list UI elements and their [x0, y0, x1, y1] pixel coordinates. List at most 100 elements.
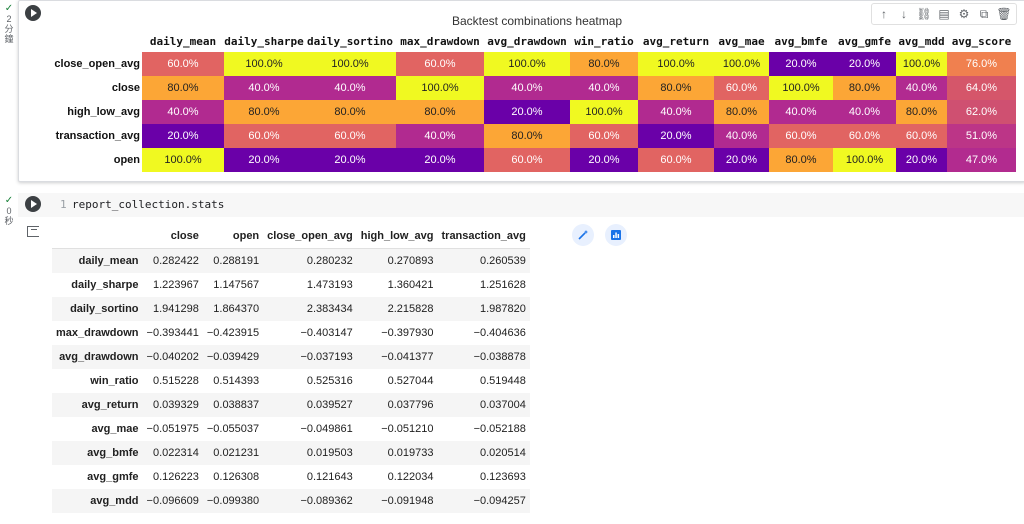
table-cell: 0.019503: [306, 447, 353, 459]
comment-icon[interactable]: ▤: [938, 7, 950, 21]
heatmap-cell: 100.0%: [714, 52, 769, 76]
heatmap-cell: 60.0%: [896, 124, 947, 148]
check-icon: ✓: [4, 3, 14, 14]
heatmap-cell: 80.0%: [570, 52, 638, 76]
table-row-label: avg_return: [81, 399, 139, 411]
table-cell: 0.019733: [387, 447, 434, 459]
heatmap-cell: 80.0%: [224, 100, 304, 124]
heatmap-cell: 60.0%: [396, 52, 484, 76]
heatmap-cell: 60.0%: [833, 124, 896, 148]
heatmap-cell: 62.0%: [947, 100, 1016, 124]
table-cell: 0.037796: [387, 399, 434, 411]
heatmap-cell: 80.0%: [833, 76, 896, 100]
table-cell: −0.403147: [300, 327, 353, 339]
chart-icon[interactable]: [605, 224, 627, 246]
copy-icon[interactable]: ⧉: [979, 6, 989, 21]
heatmap-col-label: daily_mean: [149, 35, 217, 48]
table-row: max_drawdown −0.393441 −0.423915 −0.403147 −…: [52, 321, 530, 345]
cell-toolbar: ↑ ↓ ⛓ ▤ ⚙ ⧉ 🗑: [871, 3, 1017, 25]
heatmap-cell: 60.0%: [224, 124, 304, 148]
heatmap-cell: 20.0%: [769, 52, 833, 76]
heatmap-cell: 20.0%: [714, 148, 769, 172]
heatmap-cell: 40.0%: [896, 76, 947, 100]
cell-gutter: ✓ 2 分 鐘 ✓ 0 秒: [0, 0, 18, 524]
table-row: avg_return 0.039329 0.038837 0.039527 0.0377…: [52, 393, 530, 417]
table-row: avg_bmfe 0.022314 0.021231 0.019503 0.019733…: [52, 441, 530, 465]
heatmap-cell: 60.0%: [142, 52, 224, 76]
link-icon[interactable]: ⛓: [916, 7, 932, 21]
table-cell: −0.393441: [146, 327, 199, 339]
table-row: daily_sharpe 1.223967 1.147567 1.473193 1.36…: [52, 273, 530, 297]
table-cell: 0.039329: [152, 399, 199, 411]
heatmap-cell: 100.0%: [769, 76, 833, 100]
arrow-down-icon[interactable]: ↓: [901, 7, 907, 21]
table-cell: −0.041377: [381, 351, 434, 363]
heatmap-cell: 60.0%: [769, 124, 833, 148]
table-cell: 0.039527: [306, 399, 353, 411]
table-cell: −0.099380: [206, 495, 260, 507]
arrow-up-icon[interactable]: ↑: [881, 7, 887, 21]
table-col-header: close: [142, 224, 203, 249]
table-cell: 0.126308: [213, 471, 260, 483]
heatmap-cell: 20.0%: [570, 148, 638, 172]
heatmap-cell: 20.0%: [896, 148, 947, 172]
table-cell: −0.037193: [300, 351, 353, 363]
heatmap-cell: 100.0%: [142, 148, 224, 172]
heatmap-cell: 40.0%: [224, 76, 304, 100]
heatmap-row-label: high_low_avg: [67, 106, 140, 118]
heatmap-row-label: open: [113, 154, 140, 166]
line-number: 1: [60, 198, 67, 211]
run-cell-button[interactable]: [25, 5, 41, 21]
table-row-label: avg_mdd: [90, 495, 139, 507]
table-cell: −0.423915: [206, 327, 260, 339]
heatmap-col-label: daily_sharpe: [224, 35, 304, 48]
heatmap-cell: 40.0%: [396, 124, 484, 148]
run-cell-button[interactable]: [25, 196, 41, 212]
table-cell: 0.121643: [306, 471, 353, 483]
exec-time-1: 2: [6, 14, 12, 24]
table-cell: 0.280232: [306, 255, 353, 267]
table-row: daily_sortino 1.941298 1.864370 2.383434 2.2…: [52, 297, 530, 321]
heatmap-cell: 80.0%: [638, 76, 714, 100]
heatmap-cell: 100.0%: [896, 52, 947, 76]
table-cell: 0.038837: [213, 399, 260, 411]
table-row-label: max_drawdown: [56, 327, 139, 339]
exec-time-2: 分: [4, 24, 14, 34]
table-cell: 0.123693: [479, 471, 526, 483]
table-cell: 1.360421: [387, 279, 434, 291]
heatmap-row-label: close: [111, 82, 140, 94]
heatmap-cell: 20.0%: [224, 148, 304, 172]
code-line[interactable]: report_collection.stats: [72, 198, 225, 211]
table-col-header: open: [202, 224, 264, 249]
heatmap-col-label: avg_mdd: [898, 35, 945, 48]
table-cell: 0.515228: [152, 375, 199, 387]
table-cell: −0.039429: [206, 351, 260, 363]
heatmap-cell: 20.0%: [638, 124, 714, 148]
table-cell: 1.473193: [306, 279, 353, 291]
table-row: avg_gmfe 0.126223 0.126308 0.121643 0.122034…: [52, 465, 530, 489]
table-cell: 0.270893: [387, 255, 434, 267]
heatmap-cell: 100.0%: [833, 148, 896, 172]
table-row: avg_mae −0.051975 −0.055037 −0.049861 −0.051…: [52, 417, 530, 441]
heatmap-cell: 80.0%: [896, 100, 947, 124]
delete-icon[interactable]: 🗑: [996, 7, 1012, 21]
settings-icon[interactable]: ⚙: [958, 7, 970, 21]
table-cell: −0.049861: [300, 423, 353, 435]
heatmap-col-label: avg_score: [951, 35, 1012, 48]
table-cell: −0.038878: [473, 351, 526, 363]
table-row-label: daily_sortino: [70, 303, 139, 315]
table-cell: 0.527044: [387, 375, 434, 387]
output-icon[interactable]: [27, 226, 39, 237]
heatmap-row-label: close_open_avg: [54, 58, 140, 70]
heatmap-cell: 100.0%: [224, 52, 304, 76]
heatmap-cell: 40.0%: [833, 100, 896, 124]
table-cell: −0.404636: [473, 327, 526, 339]
exec-time-1: 0: [6, 206, 12, 216]
magic-wand-icon[interactable]: [572, 224, 594, 246]
heatmap-cell: 80.0%: [484, 124, 570, 148]
table-cell: 0.260539: [479, 255, 526, 267]
code-editor[interactable]: [18, 193, 1024, 217]
table-cell: −0.091948: [381, 495, 434, 507]
table-cell: 1.864370: [213, 303, 260, 315]
table-cell: −0.094257: [473, 495, 526, 507]
